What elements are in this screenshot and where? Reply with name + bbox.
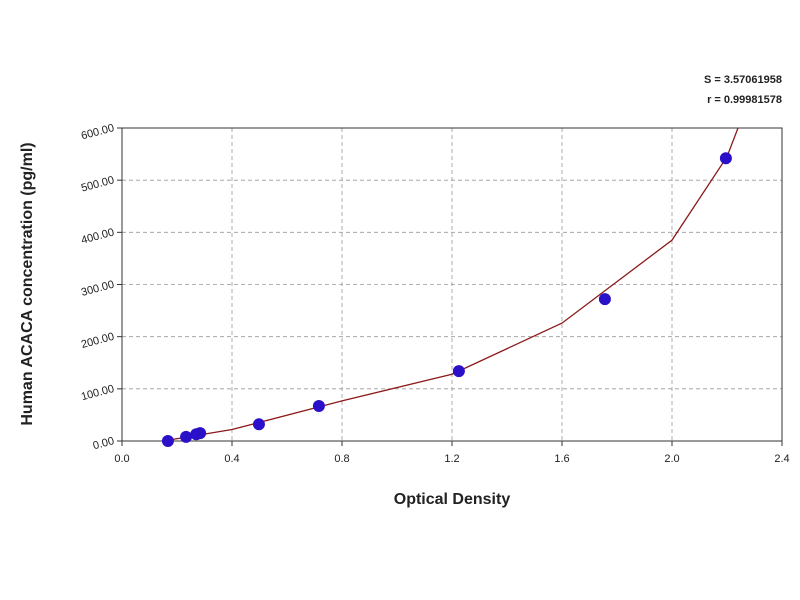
- x-tick-label: 0.4: [224, 453, 239, 465]
- data-point: [719, 152, 732, 165]
- plot-frame: [121, 127, 783, 442]
- y-tick-label: 0.00: [92, 435, 116, 452]
- x-tick-label: 1.6: [554, 453, 569, 465]
- x-tick-label: 2.4: [774, 453, 789, 465]
- data-point: [452, 365, 465, 378]
- x-axis-title: Optical Density: [394, 491, 511, 508]
- annotation: r = 0.99981578: [707, 94, 782, 106]
- x-tick-label: 2.0: [664, 453, 679, 465]
- fit-curve: [163, 127, 739, 442]
- x-tick-label: 1.2: [444, 453, 459, 465]
- x-tick-label: 0.0: [114, 453, 129, 465]
- y-axis-title: Human ACACA concentration (pg/ml): [19, 142, 36, 425]
- data-point: [598, 293, 611, 306]
- data-point: [312, 400, 325, 413]
- x-tick-label: 0.8: [334, 453, 349, 465]
- data-point: [180, 430, 193, 443]
- data-point: [194, 427, 207, 440]
- data-point: [161, 435, 174, 447]
- data-point: [252, 418, 265, 431]
- annotation: S = 3.57061958: [704, 74, 782, 86]
